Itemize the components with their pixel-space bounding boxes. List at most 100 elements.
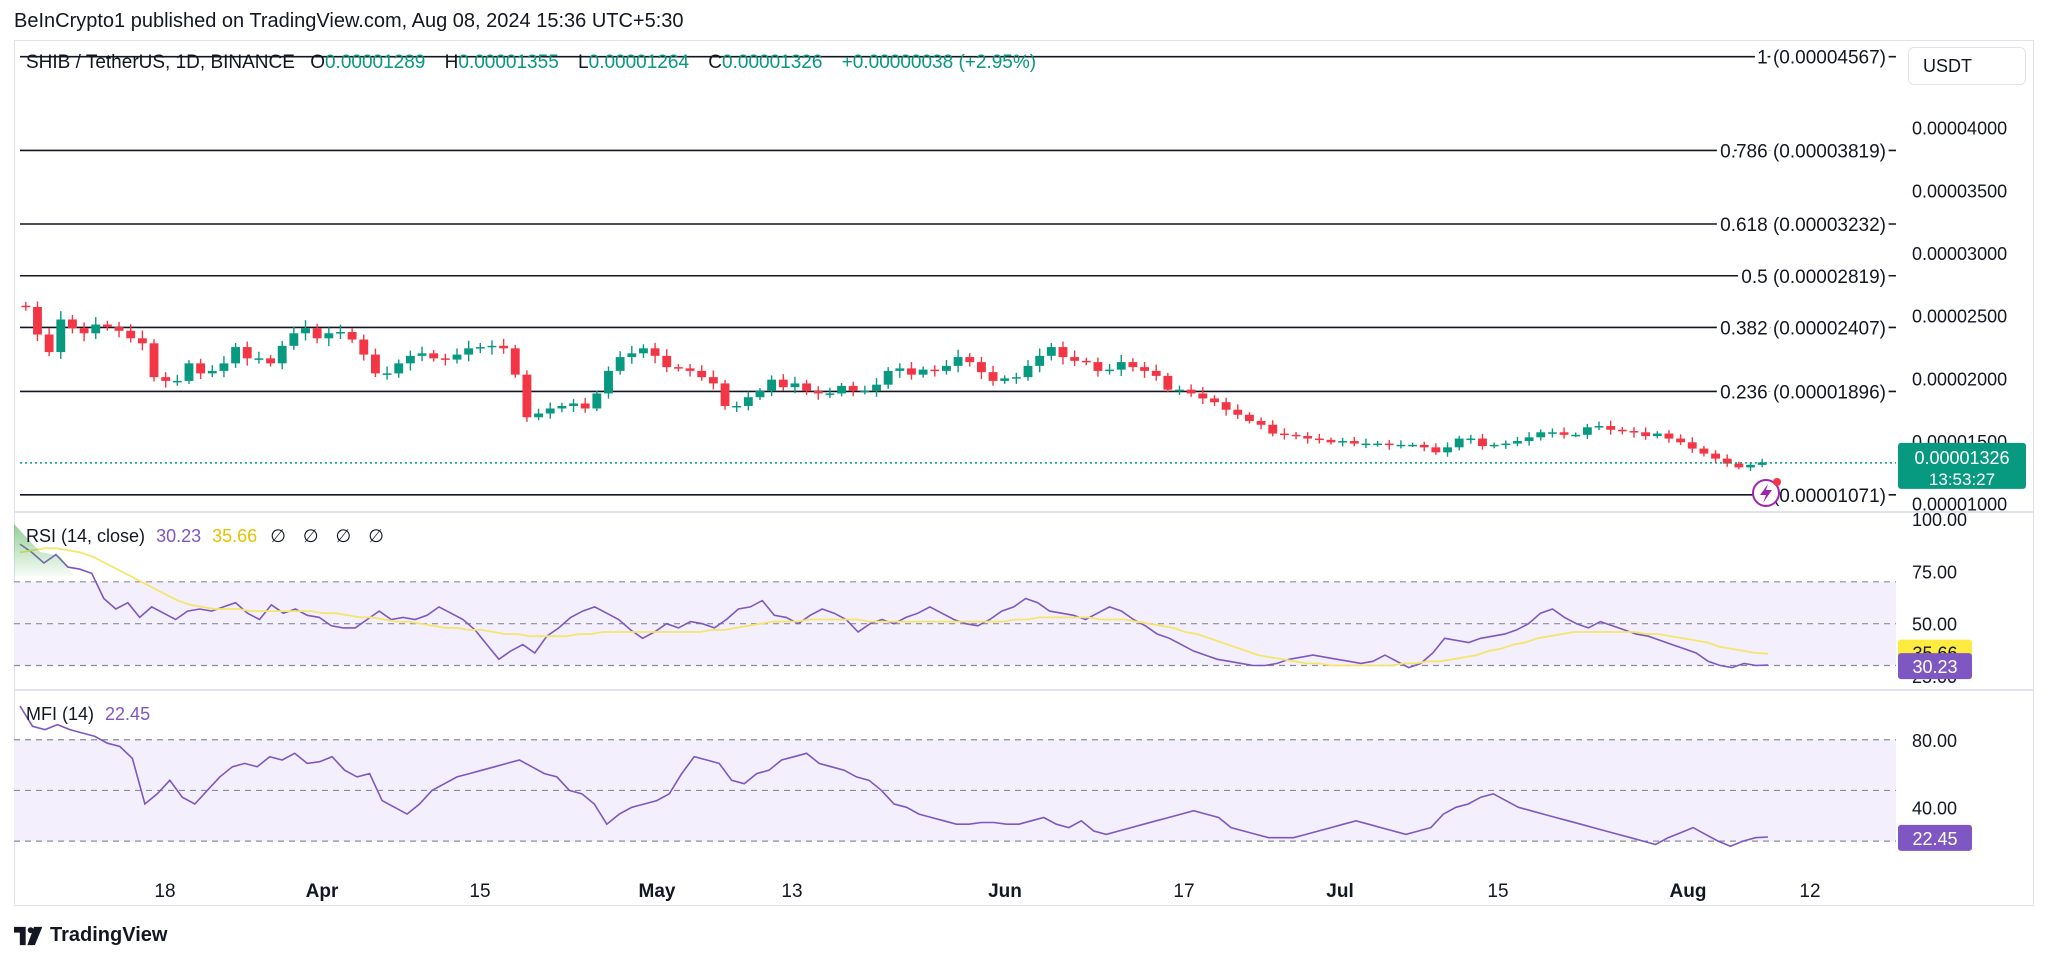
tradingview-brand[interactable]: TradingView [14,924,167,947]
price-axis-tick-4: 0.00003000 [1912,244,2007,264]
rsi-legend[interactable]: RSI (14, close) 30.23 35.66 ∅ ∅ ∅ ∅ [26,526,390,547]
candle-body-42 [510,348,520,375]
candle-body-144 [1699,448,1709,454]
candle-body-39 [475,347,485,349]
candle-body-119 [1408,444,1418,447]
candle-body-114 [1349,441,1359,444]
open-label: O [310,52,325,73]
candle-body-80 [953,357,963,366]
candle-body-6 [91,324,101,334]
time-axis[interactable]: 18 Apr 15 May 13 Jun 17 Jul 15 Aug 12 [154,881,1820,902]
candle-body-25 [312,328,322,339]
close-label: C [708,52,723,73]
candle-body-56 [673,367,683,369]
candle-body-78 [930,369,940,372]
currency-button[interactable]: USDT [1908,47,2026,85]
candle-body-53 [639,348,648,354]
candle-body-3 [56,319,66,353]
candle-body-121 [1431,447,1441,453]
candle-body-84 [1000,378,1010,381]
candle-body-59 [708,377,718,384]
candle-body-98 [1163,375,1173,390]
candle-body-62 [743,397,753,406]
candle-body-122 [1443,447,1452,453]
price-axis-tick-3: 0.00002500 [1912,307,2007,327]
candle-body-50 [604,370,613,394]
candle-body-66 [790,383,800,388]
candle-body-32 [394,363,404,374]
candle-body-118 [1396,444,1406,447]
candle-body-49 [592,393,602,409]
time-axis-tick-2: 15 [469,881,490,902]
candle-body-34 [417,353,427,356]
candle-body-94 [1116,362,1126,370]
candle-body-145 [1711,453,1720,459]
candle-body-76 [907,368,916,375]
open-value: 0.00001289 [324,52,426,73]
candle-body-52 [627,353,637,358]
candle-body-46 [557,405,567,409]
price-pane[interactable]: 0.000010000.000015000.000020000.00002500… [20,44,2026,515]
rsi-extra-values: ∅ ∅ ∅ ∅ [270,526,390,546]
candle-body-13 [172,380,182,383]
rsi-badge-text-1: 30.23 [1912,657,1957,677]
candle-body-129 [1524,437,1534,442]
time-axis-tick-8: 15 [1487,881,1508,902]
price-axis-tick-2: 0.00002000 [1912,369,2007,389]
candle-body-116 [1373,443,1383,446]
candle-body-75 [895,368,905,371]
candle-body-93 [1105,369,1115,372]
candle-body-48 [580,403,590,409]
candle-body-54 [650,348,660,356]
candle-body-101 [1198,393,1208,399]
candle-body-37 [452,354,462,360]
candle-body-65 [778,379,788,388]
symbol-name[interactable]: SHIB / TetherUS, 1D, BINANCE [26,52,295,73]
candle-body-68 [813,390,823,394]
mfi-badge-text-0: 22.45 [1912,829,1957,849]
time-axis-tick-7: Jul [1326,881,1353,902]
candle-body-95 [1128,362,1138,368]
fib-label-0.236: 0.236 (0.00001896) [1720,382,1886,403]
high-label: H [444,52,459,73]
candle-body-100 [1186,389,1196,394]
candle-body-77 [918,369,928,375]
candle-body-8 [114,327,124,331]
time-axis-tick-1: Apr [306,881,339,902]
current-price-badge [1898,442,2026,489]
time-axis-tick-3: May [639,881,676,902]
candle-body-146 [1722,458,1732,464]
candle-body-86 [1023,365,1033,378]
candle-body-102 [1210,398,1219,403]
candle-body-69 [825,393,835,395]
mfi-axis-tick-1: 40.00 [1912,798,1957,818]
candle-body-109 [1291,434,1301,437]
mfi-pane[interactable]: 80.00 40.00 22.45 [14,705,1972,851]
alert-bolt-icon[interactable] [1752,478,1781,507]
candle-body-29 [359,339,369,355]
candle-body-16 [207,370,217,374]
low-value: 0.00001264 [588,52,690,73]
candle-body-51 [615,357,625,371]
candle-body-132 [1559,432,1569,435]
time-axis-tick-5: Jun [988,881,1022,902]
candle-body-26 [324,333,334,339]
candle-body-90 [1070,357,1080,361]
candle-body-83 [988,372,998,381]
rsi-series-1 [19,547,1769,667]
candle-body-38 [464,348,474,355]
candle-body-105 [1244,414,1254,422]
candle-body-103 [1221,402,1231,410]
candle-body-96 [1140,367,1149,371]
candle-body-128 [1513,441,1522,444]
countdown-text: 13:53:27 [1929,470,1995,489]
candle-body-27 [336,332,345,334]
rsi-axis-tick-1: 75.00 [1912,562,1957,582]
candle-body-63 [755,390,765,398]
mfi-legend[interactable]: MFI (14) 22.45 [26,704,150,725]
candle-body-36 [440,358,450,360]
rsi-axis-tick-2: 50.00 [1912,615,1957,635]
candle-body-134 [1582,427,1592,435]
